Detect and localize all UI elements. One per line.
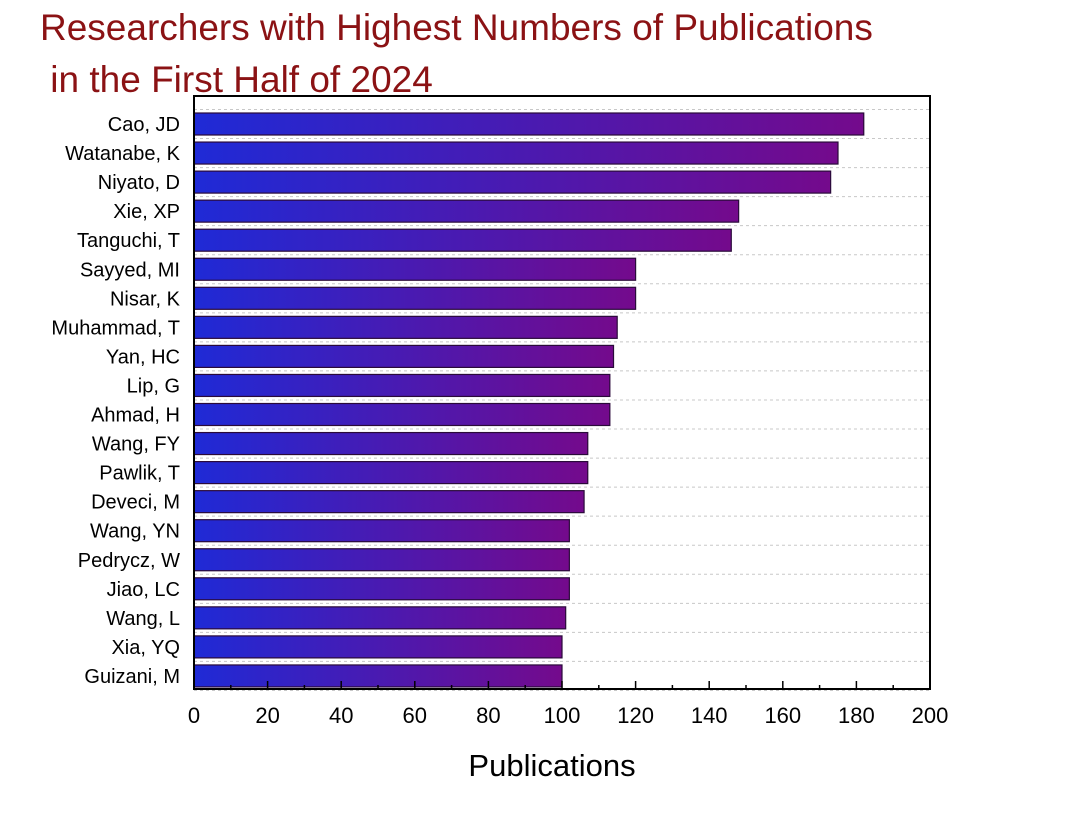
bar — [193, 548, 570, 572]
category-label: Jiao, LC — [107, 579, 180, 601]
category-label: Xie, XP — [113, 201, 180, 223]
category-label: Pedrycz, W — [78, 550, 180, 572]
bar — [193, 112, 865, 136]
bar — [193, 257, 637, 281]
bar — [193, 199, 740, 223]
x-tick-label: 160 — [764, 703, 801, 728]
bars — [193, 112, 865, 688]
category-label: Wang, L — [106, 608, 180, 630]
category-label: Wang, YN — [90, 521, 180, 543]
x-tick-label: 120 — [617, 703, 654, 728]
x-tick-label: 40 — [329, 703, 353, 728]
x-tick-label: 20 — [255, 703, 279, 728]
chart-title-line1: Researchers with Highest Numbers of Publ… — [40, 7, 873, 48]
chart-title-line2: in the First Half of 2024 — [40, 59, 433, 100]
bar — [193, 402, 611, 427]
bar — [193, 664, 563, 688]
bar — [193, 170, 832, 194]
x-tick-label: 80 — [476, 703, 500, 728]
bar — [193, 635, 563, 659]
x-tick-label: 140 — [691, 703, 728, 728]
category-label: Lip, G — [127, 375, 180, 397]
category-label: Sayyed, MI — [80, 259, 180, 281]
bar — [193, 490, 585, 514]
x-tick-label: 0 — [188, 703, 200, 728]
bar — [193, 141, 839, 165]
chart-title: Researchers with Highest Numbers of Publ… — [40, 2, 873, 106]
x-tick-label: 180 — [838, 703, 875, 728]
category-labels: Cao, JD Watanabe, K Niyato, D Xie, XP Tanguc… — [51, 114, 180, 688]
x-tick-label: 60 — [403, 703, 427, 728]
category-label: Guizani, M — [84, 666, 180, 688]
bar — [193, 461, 589, 485]
bar — [193, 286, 637, 310]
category-label: Niyato, D — [98, 172, 180, 194]
x-tick-label: 200 — [912, 703, 949, 728]
bar — [193, 344, 615, 368]
x-axis-title: Publications — [468, 748, 635, 783]
bar — [193, 228, 732, 252]
category-label: Cao, JD — [108, 114, 180, 136]
category-label: Yan, HC — [106, 346, 180, 368]
category-label: Watanabe, K — [65, 143, 181, 165]
category-label: Tanguchi, T — [77, 230, 180, 252]
category-label: Nisar, K — [110, 288, 181, 310]
bar — [193, 373, 611, 398]
bar — [193, 315, 618, 339]
category-label: Pawlik, T — [99, 463, 180, 485]
bar — [193, 431, 589, 456]
gridlines — [194, 108, 930, 691]
x-axis-ticks: 0 20 40 60 80 100 120 140 160 180 200 — [188, 681, 948, 728]
category-label: Wang, FY — [92, 434, 180, 456]
category-label: Muhammad, T — [51, 317, 180, 339]
bar — [193, 519, 570, 543]
category-label: Deveci, M — [91, 492, 180, 514]
bar — [193, 606, 567, 630]
category-label: Xia, YQ — [111, 637, 180, 659]
bar — [193, 577, 570, 601]
x-tick-label: 100 — [544, 703, 581, 728]
category-label: Ahmad, H — [91, 405, 180, 427]
